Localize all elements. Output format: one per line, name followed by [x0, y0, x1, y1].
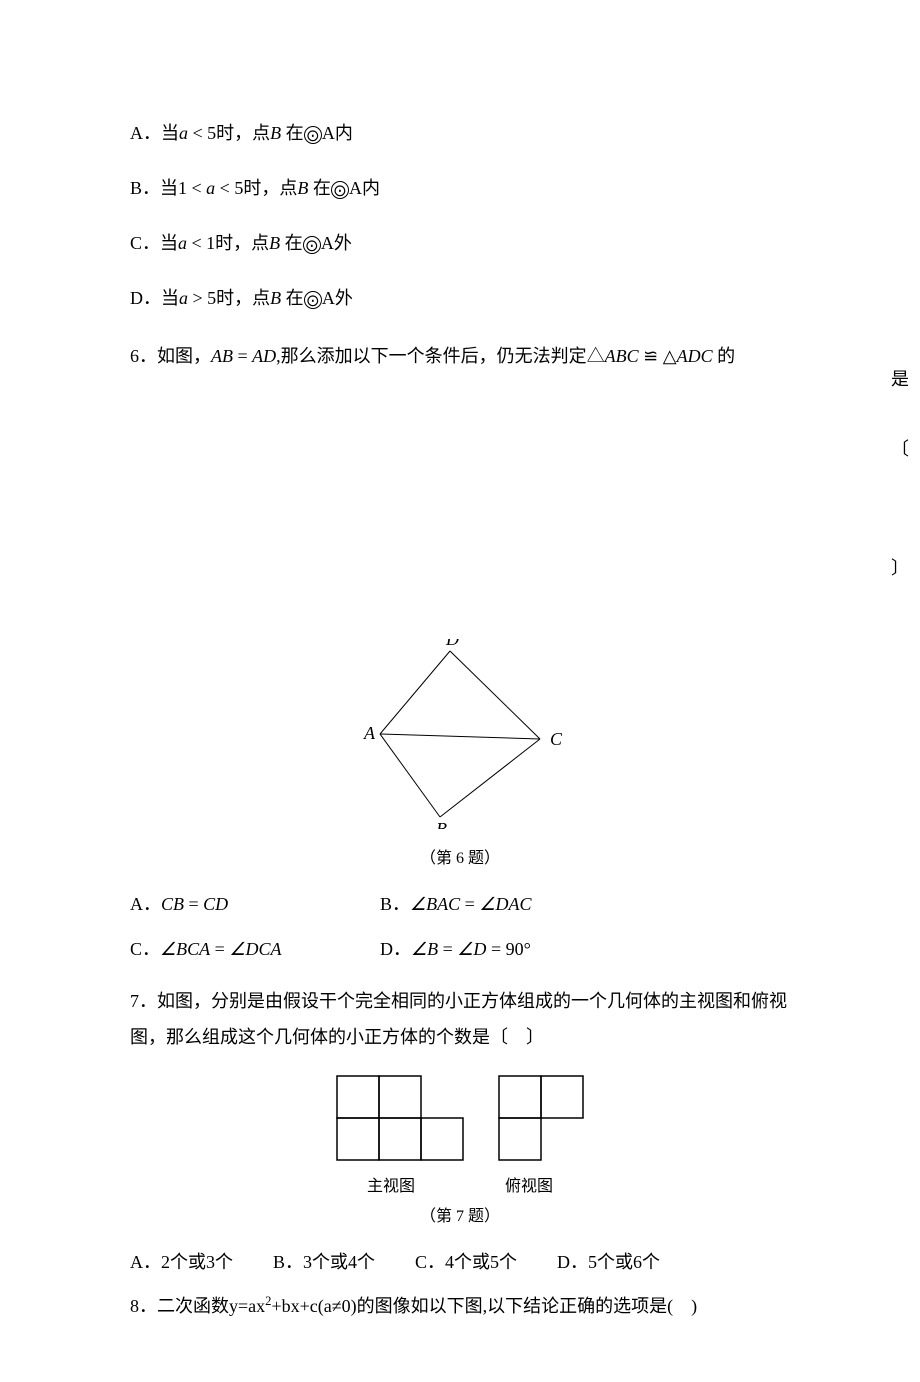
rhs: ∠DCA: [229, 939, 281, 959]
lhs: ∠BAC: [410, 894, 460, 914]
q7-stem: 7．如图，分别是由假设干个完全相同的小正方体组成的一个几何体的主视图和俯视图，那…: [130, 983, 790, 1055]
var: ABC: [605, 346, 639, 366]
q6-stem: 是 〔 〕 6．如图，AB = AD,那么添加以下一个条件后，仍无法判定△ABC…: [130, 340, 790, 372]
q5-option-c: C．当a < 1时，点B 在⊙A外: [130, 230, 790, 257]
text: C．当: [130, 233, 178, 253]
q7-top-view: [498, 1075, 584, 1169]
circle-icon: ⊙: [304, 126, 322, 144]
q5-option-d: D．当a > 5时，点B 在⊙A外: [130, 285, 790, 312]
q8-stem: 8．二次函数y=ax2+bx+c(a≠0)的图像如以下图,以下结论正确的选项是(…: [130, 1290, 790, 1322]
extra: = 90°: [486, 939, 530, 959]
q5-option-b: B．当1 < a < 5时，点B 在⊙A内: [130, 175, 790, 202]
q5-option-a: A．当a < 5时，点B 在⊙A内: [130, 120, 790, 147]
q7-options: A．2个或3个 B．3个或4个 C．4个或5个 D．5个或6个: [130, 1249, 790, 1276]
text: 是: [890, 360, 910, 400]
svg-text:C: C: [550, 729, 563, 749]
text: A: [349, 178, 362, 198]
text: +bx+c(a≠0)的图像如以下图,以下结论正确的选项是( ): [271, 1296, 697, 1316]
var: ADC: [677, 346, 713, 366]
text: 内: [362, 178, 380, 198]
text: ≌ △: [639, 346, 677, 366]
rhs: CD: [203, 894, 228, 914]
var: a: [179, 123, 188, 143]
mid: =: [460, 894, 479, 914]
label: B．: [380, 894, 410, 914]
circle-icon: ⊙: [331, 181, 349, 199]
q7-option-d: D．5个或6个: [557, 1249, 660, 1276]
q6-options-row2: C．∠BCA = ∠DCA D．∠B = ∠D = 90°: [130, 936, 790, 963]
var: AD: [252, 346, 276, 366]
q6-option-d: D．∠B = ∠D = 90°: [380, 936, 680, 963]
var: B: [297, 178, 308, 198]
q6-option-c: C．∠BCA = ∠DCA: [130, 936, 380, 963]
text: < 5时，点: [215, 178, 297, 198]
q7-views: [130, 1075, 790, 1169]
mid: =: [184, 894, 203, 914]
text: B．当1 <: [130, 178, 206, 198]
q7-caption: （第 7 题）: [130, 1205, 790, 1229]
text: 〕: [890, 549, 910, 589]
mid: =: [438, 939, 457, 959]
text: 〔: [890, 430, 910, 470]
text: 的: [713, 346, 736, 366]
svg-text:A: A: [363, 723, 376, 743]
lhs: CB: [161, 894, 184, 914]
svg-text:B: B: [436, 819, 447, 829]
q7-main-view: [336, 1075, 464, 1169]
q6-option-b: B．∠BAC = ∠DAC: [380, 891, 680, 918]
rhs: ∠D: [457, 939, 486, 959]
q7-option-b: B．3个或4个: [273, 1249, 375, 1276]
q6-options-row1: A．CB = CD B．∠BAC = ∠DAC: [130, 891, 790, 918]
mid: =: [210, 939, 229, 959]
text: 外: [335, 288, 353, 308]
text: 在: [280, 233, 303, 253]
text: 外: [334, 233, 352, 253]
var: B: [270, 288, 281, 308]
q6-caption: （第 6 题）: [130, 847, 790, 871]
text: 在: [308, 178, 331, 198]
lhs: ∠B: [411, 939, 438, 959]
text: 6．如图，: [130, 346, 211, 366]
q7-option-c: C．4个或5个: [415, 1249, 517, 1276]
label: A．: [130, 894, 161, 914]
var: B: [270, 123, 281, 143]
q7-option-a: A．2个或3个: [130, 1249, 233, 1276]
text: 内: [335, 123, 353, 143]
text: > 5时，点: [188, 288, 270, 308]
label: D．: [380, 939, 411, 959]
text: 8．二次函数y=ax: [130, 1296, 265, 1316]
var: a: [179, 288, 188, 308]
var: a: [206, 178, 215, 198]
q7-main-svg: [336, 1075, 464, 1161]
text: =: [233, 346, 252, 366]
var: a: [178, 233, 187, 253]
rhs: ∠DAC: [479, 894, 531, 914]
q6-diagram-svg: A B C D: [355, 639, 565, 829]
q6-figure: A B C D: [130, 639, 790, 837]
text: ,那么添加以下一个条件后，仍无法判定△: [276, 346, 605, 366]
var: AB: [211, 346, 233, 366]
label: C．: [130, 939, 160, 959]
top-view-label: 俯视图: [505, 1175, 553, 1199]
text: A．当: [130, 123, 179, 143]
svg-text:D: D: [445, 639, 459, 649]
lhs: ∠BCA: [160, 939, 210, 959]
q7-view-labels: 主视图 俯视图: [130, 1175, 790, 1199]
text: 在: [281, 288, 304, 308]
q6-right-brackets: 是 〔 〕: [890, 360, 910, 619]
text: 在: [281, 123, 304, 143]
circle-icon: ⊙: [304, 291, 322, 309]
text: D．当: [130, 288, 179, 308]
q7-top-svg: [498, 1075, 584, 1161]
text: A: [321, 233, 334, 253]
circle-icon: ⊙: [303, 236, 321, 254]
text: < 5时，点: [188, 123, 270, 143]
text: A: [322, 288, 335, 308]
text: < 1时，点: [187, 233, 269, 253]
text: A: [322, 123, 335, 143]
q6-option-a: A．CB = CD: [130, 891, 380, 918]
var: B: [269, 233, 280, 253]
main-view-label: 主视图: [367, 1175, 415, 1199]
